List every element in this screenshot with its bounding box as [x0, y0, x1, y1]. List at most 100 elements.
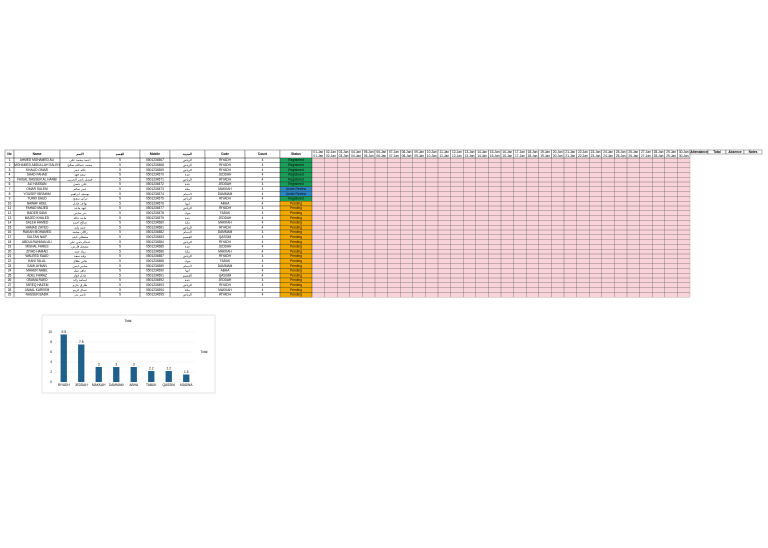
chart-title: Total	[125, 319, 132, 323]
cell-text: Registered	[288, 197, 304, 201]
date-header-text: 10-Jan	[427, 150, 437, 154]
cell-text: 4	[262, 278, 264, 282]
y-tick-label: 8	[50, 340, 52, 344]
y-tick-label: 2	[50, 370, 52, 374]
cell-text: يوسف ابراهيم	[71, 192, 90, 196]
cell-text: RIYADH	[219, 283, 232, 287]
x-tick-label: ABHA	[129, 383, 139, 387]
date-header-text: 11-Jan	[440, 150, 450, 154]
date-header-text: 16-Jan	[502, 150, 512, 154]
cell-text: 5	[119, 182, 121, 186]
cell-text: راكان محمد	[72, 230, 88, 234]
cell-text: 4	[262, 235, 264, 239]
cell-text: OMAR SALEM	[26, 187, 48, 191]
date-header-text: 18-Jan	[528, 150, 538, 154]
cell-text: MAKKAH	[218, 249, 232, 253]
y-tick-label: 6	[50, 350, 52, 354]
cell-text: 20	[8, 249, 12, 253]
date-header-text-2: 09-Jan	[414, 154, 424, 158]
cell-text: 5	[119, 288, 121, 292]
cell-text: 5	[119, 163, 121, 167]
cell-text: Under Review	[286, 192, 307, 196]
cell-text: MAKKAH	[218, 187, 232, 191]
extra-header-text: Absence	[728, 150, 742, 154]
cell-text: 15	[8, 225, 12, 229]
cell-text: Pending	[290, 201, 302, 205]
cell-text: 4	[262, 240, 264, 244]
cell-text: Pending	[290, 254, 302, 258]
date-cell	[677, 292, 691, 298]
cell-text: MAHER NABIL	[26, 269, 48, 273]
cell-text: 4	[262, 216, 264, 220]
cell-text: KHALID OMAR	[26, 168, 49, 172]
date-header-text: 13-Jan	[465, 150, 475, 154]
cell-text: مكة	[185, 288, 190, 292]
cell-text: JEDDAH	[219, 182, 232, 186]
cell-text: 0501234592	[146, 278, 164, 282]
date-header-text: 19-Jan	[540, 150, 550, 154]
cell-text: بدر سامي	[74, 211, 87, 215]
extra-header-text: Attendance	[690, 150, 708, 154]
cell-text: 4	[262, 168, 264, 172]
bar	[113, 367, 120, 382]
cell-text: 4	[262, 192, 264, 196]
cell-text: RIYADH	[219, 254, 232, 258]
cell-text: MAKKAH	[218, 288, 232, 292]
cell-text: الرياض	[183, 158, 192, 162]
cell-text: 1	[9, 158, 11, 162]
cell-text: الرياض	[183, 240, 192, 244]
y-tick-label: 10	[48, 330, 52, 334]
date-header-text-2: 03-Jan	[339, 154, 349, 158]
date-header-text: 23-Jan	[591, 150, 601, 154]
cell-text: Pending	[290, 221, 302, 225]
cell-text: 0501234590	[146, 269, 164, 273]
header-text: Status	[291, 152, 301, 156]
header-text: Count	[258, 152, 268, 156]
date-header-text-2: 21-Jan	[565, 154, 575, 158]
cell-text: 16	[8, 230, 12, 234]
cell-text: 4	[262, 187, 264, 191]
cell-text: ABHA	[221, 201, 231, 205]
cell-text: 6	[9, 182, 11, 186]
bar	[148, 371, 155, 382]
date-header-text: 03-Jan	[339, 150, 349, 154]
cell-text: 18	[8, 240, 12, 244]
date-header-text-2: 12-Jan	[452, 154, 462, 158]
bar-label: 7.5	[79, 340, 84, 344]
cell-text: 5	[119, 173, 121, 177]
cell-text: 23	[8, 264, 12, 268]
date-header-text-2: 15-Jan	[490, 154, 500, 158]
cell-text: ناصر بدر	[73, 293, 85, 297]
date-header-text: 29-Jan	[666, 150, 676, 154]
x-tick-label: MAKKAH	[92, 383, 106, 387]
cell-text: Pending	[290, 259, 302, 263]
cell-text: عادل فواز	[72, 273, 86, 277]
cell-text: Under Review	[286, 187, 307, 191]
cell-text: 29	[8, 293, 12, 297]
cell-text: RIYADH	[219, 240, 232, 244]
cell-text: QASSIM	[219, 235, 232, 239]
date-header-text-2: 18-Jan	[528, 154, 538, 158]
cell-text: 10	[8, 201, 12, 205]
cell-text: 5	[119, 269, 121, 273]
cell-text: DAMMAM	[218, 230, 233, 234]
cell-text: RIYADH	[219, 177, 232, 181]
date-header-text-2: 01-Jan	[313, 154, 323, 158]
date-header-text: 28-Jan	[654, 150, 664, 154]
date-header-text-2: 29-Jan	[666, 154, 676, 158]
legend: Total	[201, 350, 208, 354]
cell-text: جدة	[185, 216, 190, 220]
cell-text: 4	[9, 173, 11, 177]
cell-text: WALEED SAAD	[26, 254, 50, 258]
cell-text: 5	[119, 278, 121, 282]
cell-text: اسامة رائد	[73, 278, 87, 282]
cell-text: JEDDAH	[219, 278, 232, 282]
cell-text: 0501234582	[146, 230, 164, 234]
cell-text: 4	[262, 230, 264, 234]
y-tick-label: 0	[50, 380, 52, 384]
cell-text: ABDULRAHMAN ALI	[22, 240, 52, 244]
date-header-text-2: 19-Jan	[540, 154, 550, 158]
date-header-text-2: 11-Jan	[440, 154, 450, 158]
bar-label: 2.2	[167, 366, 172, 370]
